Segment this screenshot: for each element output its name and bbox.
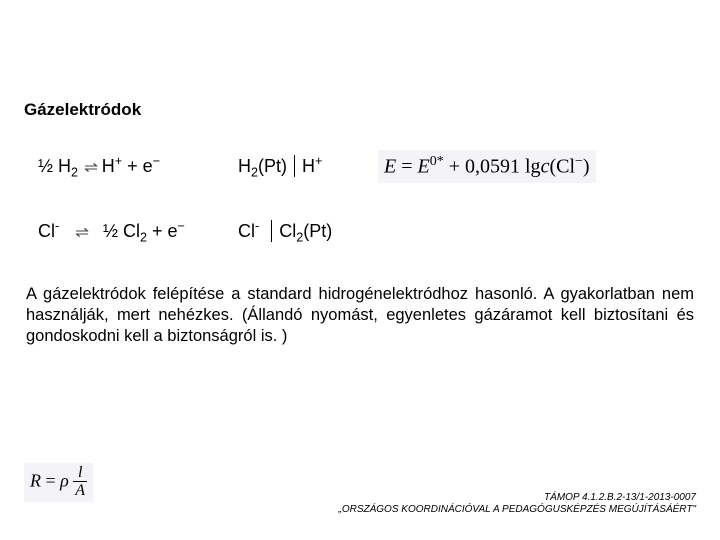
r1-not-left: H bbox=[238, 156, 251, 176]
equilibrium-arrow-icon: ⇌ bbox=[75, 224, 87, 241]
reactions-block: ½ H2 ⇌ H+ + e− H2(Pt) H+ E = E0* + 0,059… bbox=[38, 150, 696, 244]
phase-separator-icon bbox=[294, 155, 295, 177]
page: Gázelektródok ½ H2 ⇌ H+ + e− H2(Pt) H+ E… bbox=[0, 0, 720, 540]
reaction-1-cell-notation: H2(Pt) H+ bbox=[238, 154, 378, 180]
r1-prod-charge: + bbox=[115, 154, 122, 168]
footer-line-1: TÁMOP 4.1.2.B.2-13/1-2013-0007 bbox=[338, 492, 696, 504]
phase-separator-icon bbox=[271, 220, 272, 242]
footer-line-2: „ORSZÁGOS KOORDINÁCIÓVAL A PEDAGÓGUSKÉPZ… bbox=[338, 504, 696, 516]
res-num: l bbox=[73, 465, 87, 482]
reaction-1: ½ H2 ⇌ H+ + e− H2(Pt) H+ E = E0* + 0,059… bbox=[38, 150, 696, 183]
resistance-formula: R = ρ lA bbox=[24, 463, 93, 502]
r2-electron-charge: − bbox=[178, 219, 185, 233]
res-R: R bbox=[30, 471, 41, 491]
reaction-2-equation: Cl- ⇌ ½ Cl2 + e− bbox=[38, 219, 238, 245]
r1-lhs-idx: 2 bbox=[71, 165, 78, 179]
f-cl-sup: − bbox=[575, 154, 583, 169]
reaction-2-cell-notation: Cl- Cl2(Pt) bbox=[238, 219, 378, 245]
r1-electron-charge: − bbox=[153, 154, 160, 168]
reaction-2: Cl- ⇌ ½ Cl2 + e− Cl- Cl2(Pt) bbox=[38, 219, 696, 245]
res-rho: ρ bbox=[60, 471, 69, 491]
r1-electron-term: + e bbox=[127, 156, 153, 176]
r1-lhs-species: ½ H bbox=[38, 156, 71, 176]
r2-prod-idx: 2 bbox=[140, 230, 147, 244]
r1-not-phase: (Pt) bbox=[258, 156, 287, 176]
r2-not-phase: (Pt) bbox=[303, 221, 332, 241]
r2-lhs-charge: - bbox=[55, 219, 59, 233]
res-fraction: lA bbox=[73, 465, 87, 500]
equilibrium-arrow-icon: ⇌ bbox=[84, 159, 96, 176]
footer: TÁMOP 4.1.2.B.2-13/1-2013-0007 „ORSZÁGOS… bbox=[338, 492, 696, 516]
nernst-formula: E = E0* + 0,0591 lgc(Cl−) bbox=[378, 150, 596, 183]
f-open: (Cl bbox=[549, 156, 575, 178]
f-Estar: E bbox=[418, 156, 430, 178]
f-E: E bbox=[384, 156, 396, 178]
r1-not-idx: 2 bbox=[251, 165, 258, 179]
r2-not-left-charge: - bbox=[255, 219, 259, 233]
res-eq: = bbox=[41, 471, 60, 491]
res-den: A bbox=[73, 482, 87, 500]
description-paragraph: A gázelektródok felépítése a standard hi… bbox=[24, 284, 696, 346]
f-plus: + 0,0591 lg bbox=[444, 156, 541, 178]
f-star-sup: 0* bbox=[430, 154, 444, 169]
r2-not-left: Cl bbox=[238, 221, 255, 241]
r2-electron-term: + e bbox=[152, 221, 178, 241]
r2-prod-frac: ½ Cl bbox=[103, 221, 140, 241]
r1-not-right: H bbox=[302, 156, 315, 176]
r2-lhs-species: Cl bbox=[38, 221, 55, 241]
section-title: Gázelektródok bbox=[24, 100, 696, 120]
reaction-1-equation: ½ H2 ⇌ H+ + e− bbox=[38, 154, 238, 180]
r1-not-right-charge: + bbox=[315, 154, 322, 168]
f-close: ) bbox=[583, 156, 590, 178]
r1-prod-species: H bbox=[102, 156, 115, 176]
f-eq: = bbox=[396, 156, 417, 178]
r2-not-right: Cl bbox=[279, 221, 296, 241]
